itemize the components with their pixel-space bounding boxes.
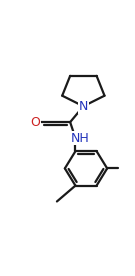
Text: O: O — [31, 116, 40, 129]
Text: N: N — [79, 100, 88, 113]
Text: NH: NH — [71, 131, 89, 145]
